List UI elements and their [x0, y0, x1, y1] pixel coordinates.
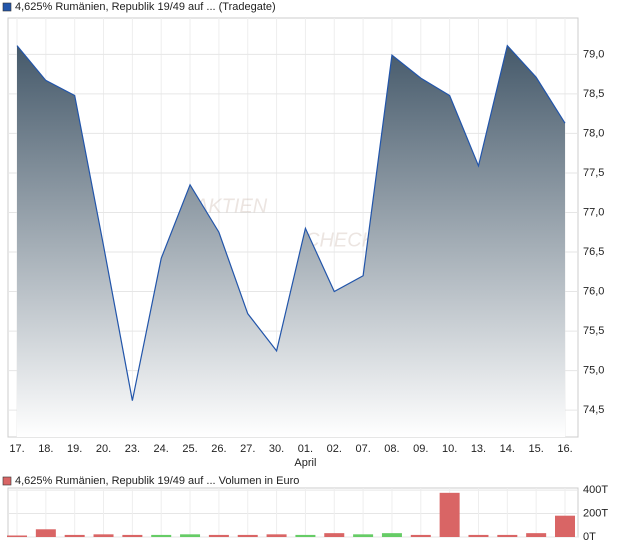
y-tick-label: 79,0 — [583, 48, 604, 60]
watermark: AKTIEN — [194, 195, 268, 217]
bar — [35, 529, 56, 537]
bar — [151, 534, 172, 537]
x-tick-label: 10. — [442, 443, 457, 455]
bar — [64, 534, 85, 537]
x-tick-label: 18. — [38, 443, 53, 455]
x-tick-label: 20. — [96, 443, 111, 455]
x-tick-label: 07. — [355, 443, 370, 455]
x-tick-label: 09. — [413, 443, 428, 455]
y-tick-label: 76,5 — [583, 246, 604, 258]
x-tick-label: 01. — [298, 443, 313, 455]
legend-label: 4,625% Rumänien, Republik 19/49 auf ... … — [15, 475, 299, 487]
x-tick-label: 08. — [384, 443, 399, 455]
bar — [295, 534, 316, 537]
bar — [497, 534, 518, 537]
y-tick-label: 76,0 — [583, 285, 604, 297]
area — [17, 45, 565, 438]
bar — [526, 533, 547, 537]
x-tick-label: 19. — [67, 443, 82, 455]
bar — [410, 534, 431, 537]
x-tick-label: 16. — [557, 443, 572, 455]
x-tick-label: 23. — [125, 443, 140, 455]
y-tick-label: 0T — [583, 531, 596, 543]
y-tick-label: 400T — [583, 484, 608, 496]
bar — [180, 534, 201, 537]
bar — [353, 534, 374, 537]
x-tick-label: 30. — [269, 443, 284, 455]
y-tick-label: 78,0 — [583, 127, 604, 139]
legend-swatch — [2, 476, 12, 486]
bar — [122, 534, 143, 537]
legend-swatch — [2, 2, 12, 12]
legend-label: 4,625% Rumänien, Republik 19/49 auf ... … — [15, 1, 276, 13]
y-tick-label: 75,0 — [583, 364, 604, 376]
bar — [555, 515, 575, 537]
bar — [7, 535, 27, 537]
y-tick-label: 75,5 — [583, 325, 604, 337]
bar — [237, 534, 258, 537]
y-tick-label: 200T — [583, 507, 608, 519]
y-tick-label: 77,0 — [583, 206, 604, 218]
x-tick-label: 15. — [529, 443, 544, 455]
bar — [208, 534, 229, 537]
x-tick-label: 13. — [471, 443, 486, 455]
x-tick-label: 24. — [154, 443, 169, 455]
x-tick-label: 02. — [327, 443, 342, 455]
x-tick-label: 27. — [240, 443, 255, 455]
bar — [439, 492, 460, 537]
plot-frame — [7, 487, 579, 538]
bar — [468, 534, 489, 537]
line — [16, 44, 566, 401]
y-tick-label: 78,5 — [583, 88, 604, 100]
bar — [93, 534, 114, 537]
x-tick-label: 25. — [182, 443, 197, 455]
watermark: CHECK — [305, 229, 377, 251]
x-month-label: April — [294, 457, 316, 469]
bar — [381, 533, 402, 537]
bar — [266, 534, 287, 537]
y-tick-label: 77,5 — [583, 167, 604, 179]
x-tick-label: 17. — [9, 443, 24, 455]
bar — [324, 533, 345, 537]
y-tick-label: 74,5 — [583, 404, 604, 416]
x-tick-label: 26. — [211, 443, 226, 455]
x-tick-label: 14. — [500, 443, 515, 455]
